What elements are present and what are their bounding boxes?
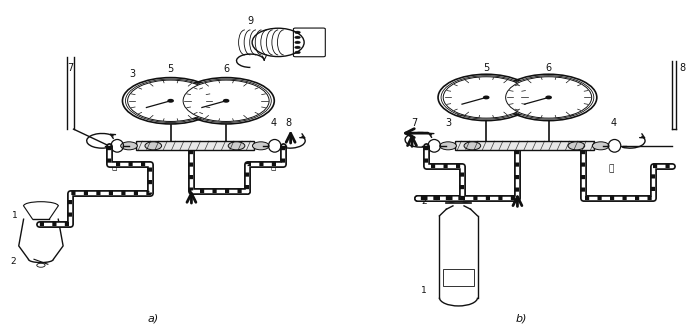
Text: 4: 4 — [610, 118, 616, 128]
Text: 低压: 低压 — [141, 107, 152, 116]
Text: 2: 2 — [421, 197, 427, 206]
Circle shape — [546, 96, 551, 99]
Text: 8: 8 — [680, 63, 685, 73]
Circle shape — [228, 142, 245, 150]
Bar — [443, 269, 474, 286]
Text: 6: 6 — [546, 63, 552, 73]
Text: 1: 1 — [421, 286, 427, 294]
Text: 4: 4 — [270, 118, 277, 128]
Text: 8: 8 — [286, 118, 292, 128]
Circle shape — [295, 36, 300, 39]
Circle shape — [128, 80, 213, 122]
Circle shape — [503, 76, 594, 119]
Text: 7: 7 — [67, 63, 73, 73]
Circle shape — [592, 142, 609, 150]
Text: 1: 1 — [12, 210, 17, 219]
Text: b): b) — [515, 314, 527, 324]
Text: 低压: 低压 — [457, 107, 467, 116]
Circle shape — [252, 142, 269, 150]
Text: 高压: 高压 — [564, 107, 575, 116]
Circle shape — [506, 77, 591, 118]
Text: 6: 6 — [223, 64, 229, 74]
Circle shape — [224, 99, 229, 102]
Text: 高压: 高压 — [242, 107, 252, 116]
Circle shape — [295, 41, 300, 44]
Circle shape — [181, 79, 271, 123]
Bar — [455, 141, 594, 150]
Text: 7: 7 — [411, 118, 417, 128]
Text: 2: 2 — [10, 257, 16, 266]
Text: a): a) — [147, 314, 159, 324]
Circle shape — [441, 76, 532, 119]
Circle shape — [568, 142, 584, 150]
Circle shape — [145, 142, 162, 150]
Circle shape — [295, 51, 300, 54]
Circle shape — [464, 142, 481, 150]
Text: 5: 5 — [167, 64, 174, 74]
Circle shape — [126, 79, 215, 123]
Circle shape — [183, 80, 269, 122]
Text: 3: 3 — [129, 69, 136, 79]
Circle shape — [295, 46, 300, 49]
Circle shape — [121, 142, 138, 150]
Circle shape — [295, 31, 300, 34]
Text: 3: 3 — [445, 118, 451, 128]
Bar — [136, 141, 254, 150]
Circle shape — [443, 77, 529, 118]
Text: 5: 5 — [483, 63, 489, 73]
Text: 关: 关 — [608, 164, 614, 173]
Circle shape — [168, 99, 173, 102]
Text: 9: 9 — [247, 16, 254, 26]
Circle shape — [440, 142, 457, 150]
Text: 关: 关 — [111, 162, 117, 171]
Circle shape — [484, 96, 489, 99]
Text: 开: 开 — [270, 162, 276, 171]
